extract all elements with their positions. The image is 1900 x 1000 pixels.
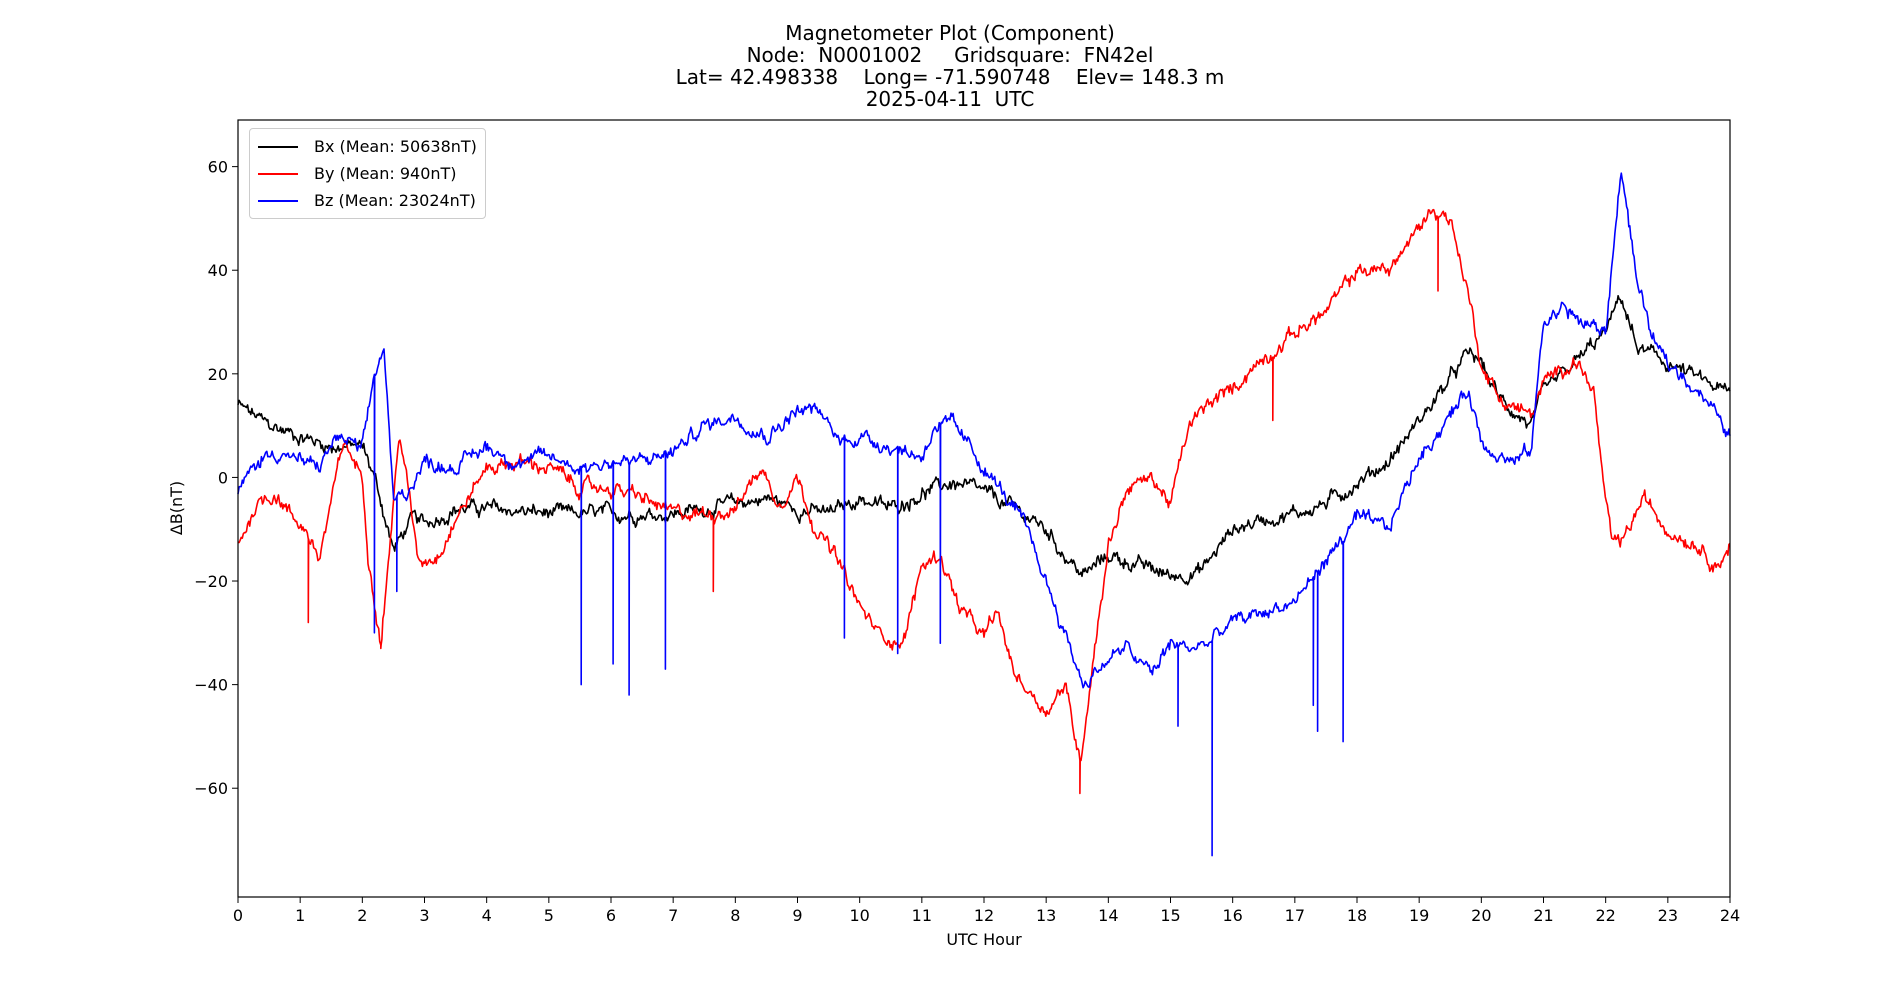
legend-label-by: By (Mean: 940nT) [314, 164, 457, 183]
x-axis-ticks: 0 1 2 3 4 5 6 7 8 9 10 11 12 13 14 15 16 17 18 19 20 21 22 23 24 [233, 897, 1740, 925]
legend-item-bz: Bz (Mean: 23024nT) [258, 187, 477, 214]
svg-text:19: 19 [1409, 906, 1429, 925]
svg-text:3: 3 [419, 906, 429, 925]
title-line-2: Node: N0001002 Gridsquare: FN42el [746, 43, 1154, 67]
title-line-3: Lat= 42.498338 Long= -71.590748 Elev= 14… [675, 65, 1225, 89]
title-line-1: Magnetometer Plot (Component) [785, 21, 1115, 45]
legend-swatch-bz [258, 199, 298, 202]
legend-swatch-by [258, 172, 298, 175]
svg-text:40: 40 [208, 261, 228, 280]
svg-text:1: 1 [295, 906, 305, 925]
legend-label-bx: Bx (Mean: 50638nT) [314, 137, 477, 156]
svg-text:4: 4 [482, 906, 492, 925]
x-axis-label: UTC Hour [946, 930, 1022, 949]
plot-frame [237, 119, 1731, 898]
svg-text:22: 22 [1595, 906, 1615, 925]
svg-text:10: 10 [849, 906, 869, 925]
svg-text:20: 20 [208, 365, 228, 384]
y-axis-label: ΔB(nT) [167, 481, 186, 535]
svg-text:2: 2 [357, 906, 367, 925]
svg-text:0: 0 [218, 468, 228, 487]
series-line-bz [237, 172, 1731, 857]
svg-text:5: 5 [544, 906, 554, 925]
legend-label-bz: Bz (Mean: 23024nT) [314, 191, 476, 210]
svg-text:11: 11 [912, 906, 932, 925]
svg-text:−20: −20 [194, 572, 228, 591]
svg-text:−40: −40 [194, 676, 228, 695]
series-line-bx [237, 295, 1731, 586]
svg-text:20: 20 [1471, 906, 1491, 925]
series-line-by [237, 208, 1731, 795]
y-axis-ticks: −60 −40 −20 0 20 40 60 [194, 158, 238, 798]
svg-text:12: 12 [974, 906, 994, 925]
legend-item-by: By (Mean: 940nT) [258, 160, 477, 187]
series-layer [237, 172, 1731, 857]
svg-text:−60: −60 [194, 779, 228, 798]
svg-text:21: 21 [1533, 906, 1553, 925]
legend-swatch-bx [258, 145, 298, 148]
svg-text:60: 60 [208, 158, 228, 177]
svg-text:24: 24 [1720, 906, 1740, 925]
svg-text:16: 16 [1222, 906, 1242, 925]
svg-text:14: 14 [1098, 906, 1118, 925]
chart-title: Magnetometer Plot (Component) Node: N000… [0, 22, 1900, 110]
svg-text:18: 18 [1347, 906, 1367, 925]
svg-text:23: 23 [1658, 906, 1678, 925]
svg-text:8: 8 [730, 906, 740, 925]
svg-text:7: 7 [668, 906, 678, 925]
svg-text:15: 15 [1160, 906, 1180, 925]
legend: Bx (Mean: 50638nT) By (Mean: 940nT) Bz (… [249, 128, 486, 219]
svg-text:6: 6 [606, 906, 616, 925]
svg-text:17: 17 [1285, 906, 1305, 925]
legend-item-bx: Bx (Mean: 50638nT) [258, 133, 477, 160]
svg-text:9: 9 [792, 906, 802, 925]
svg-text:13: 13 [1036, 906, 1056, 925]
svg-text:0: 0 [233, 906, 243, 925]
title-line-4: 2025-04-11 UTC [865, 87, 1035, 111]
